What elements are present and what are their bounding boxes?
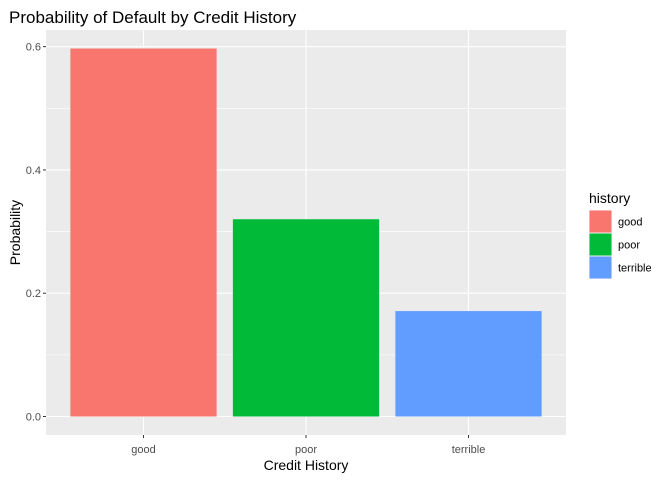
y-axis-label: Probability — [7, 200, 23, 265]
x-axis-label: Credit History — [264, 457, 349, 473]
legend: history good poor terrible — [589, 190, 652, 279]
bar-poor — [232, 219, 380, 417]
y-tick-label: 0.4 — [26, 165, 41, 177]
x-tick-label: poor — [295, 444, 317, 456]
legend-label-terrible: terrible — [618, 263, 652, 275]
y-tick-label: 0.2 — [26, 288, 41, 300]
y-axis-ticks: 0.0 0.2 0.4 0.6 — [26, 42, 46, 424]
bars — [70, 48, 542, 417]
chart-title: Probability of Default by Credit History — [9, 8, 297, 27]
legend-label-good: good — [618, 217, 642, 229]
bar-terrible — [395, 311, 542, 417]
legend-swatch-good — [589, 210, 612, 233]
legend-title: history — [589, 190, 630, 206]
x-tick-label: terrible — [452, 444, 486, 456]
legend-swatch-poor — [589, 233, 612, 256]
y-tick-label: 0.0 — [26, 412, 41, 424]
x-axis-ticks: good poor terrible — [131, 435, 485, 456]
legend-swatch-terrible — [589, 256, 612, 279]
y-tick-label: 0.6 — [26, 42, 41, 54]
legend-items: good poor terrible — [589, 210, 652, 279]
bar-good — [70, 48, 217, 417]
x-tick-label: good — [131, 444, 155, 456]
legend-label-poor: poor — [618, 240, 640, 252]
